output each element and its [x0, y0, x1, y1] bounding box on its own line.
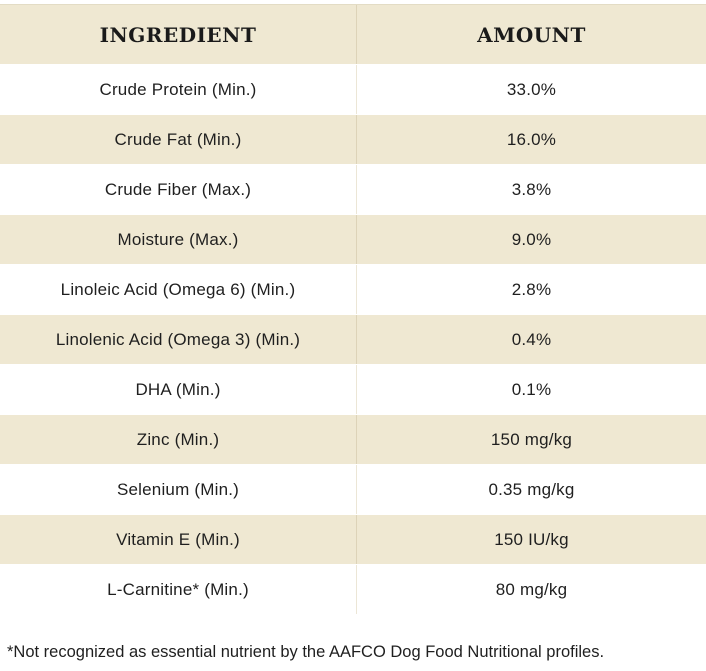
- amount-cell: 33.0%: [506, 79, 557, 99]
- table-row: Vitamin E (Min.) 150 IU/kg: [0, 515, 706, 565]
- header-amount: AMOUNT: [477, 22, 586, 47]
- amount-cell: 0.35 mg/kg: [488, 479, 575, 499]
- table-row: L-Carnitine* (Min.) 80 mg/kg: [0, 565, 706, 615]
- amount-cell: 3.8%: [511, 179, 552, 199]
- table-row: Zinc (Min.) 150 mg/kg: [0, 415, 706, 465]
- table-row: Selenium (Min.) 0.35 mg/kg: [0, 465, 706, 515]
- ingredient-cell: Linoleic Acid (Omega 6) (Min.): [0, 265, 357, 314]
- ingredient-cell: Crude Fat (Min.): [0, 115, 357, 164]
- amount-cell: 2.8%: [511, 279, 552, 299]
- ingredient-cell: Crude Protein (Min.): [0, 65, 357, 114]
- table-row: DHA (Min.) 0.1%: [0, 365, 706, 415]
- footnote: *Not recognized as essential nutrient by…: [7, 643, 605, 661]
- amount-cell: 9.0%: [511, 229, 552, 249]
- ingredient-cell: Crude Fiber (Max.): [0, 165, 357, 214]
- amount-cell: 0.1%: [511, 379, 552, 399]
- amount-cell: 150 mg/kg: [490, 429, 573, 449]
- table-header-row: INGREDIENT AMOUNT: [0, 5, 706, 65]
- table-row: Crude Protein (Min.) 33.0%: [0, 65, 706, 115]
- table-row: Crude Fat (Min.) 16.0%: [0, 115, 706, 165]
- amount-cell: 80 mg/kg: [495, 579, 568, 599]
- ingredient-cell: Vitamin E (Min.): [0, 515, 357, 564]
- ingredient-cell: Linolenic Acid (Omega 3) (Min.): [0, 315, 357, 364]
- amount-cell: 16.0%: [506, 129, 557, 149]
- table-row: Linolenic Acid (Omega 3) (Min.) 0.4%: [0, 315, 706, 365]
- ingredient-cell: Moisture (Max.): [0, 215, 357, 264]
- ingredient-cell: L-Carnitine* (Min.): [0, 565, 357, 614]
- ingredient-cell: DHA (Min.): [0, 365, 357, 414]
- table-row: Moisture (Max.) 9.0%: [0, 215, 706, 265]
- table-row: Crude Fiber (Max.) 3.8%: [0, 165, 706, 215]
- amount-cell: 0.4%: [511, 329, 552, 349]
- ingredient-cell: Zinc (Min.): [0, 415, 357, 464]
- table-row: Linoleic Acid (Omega 6) (Min.) 2.8%: [0, 265, 706, 315]
- header-ingredient: INGREDIENT: [0, 5, 357, 64]
- amount-cell: 150 IU/kg: [494, 529, 569, 549]
- ingredient-cell: Selenium (Min.): [0, 465, 357, 514]
- nutrition-table: INGREDIENT AMOUNT Crude Protein (Min.) 3…: [0, 4, 706, 615]
